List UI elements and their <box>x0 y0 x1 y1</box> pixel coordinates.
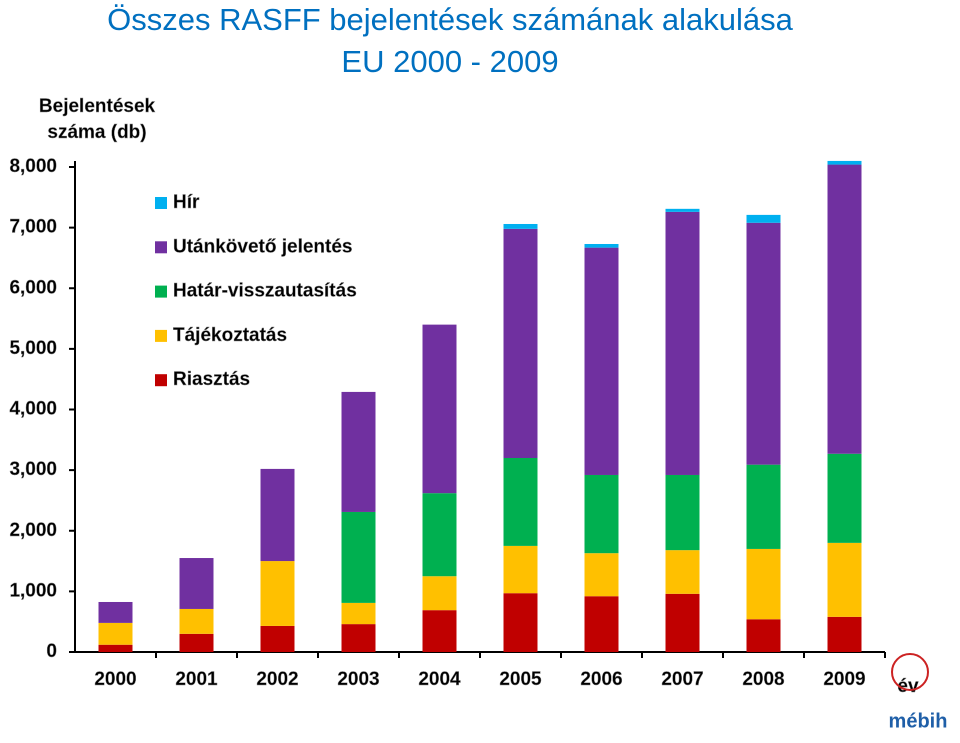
bar-segment <box>422 610 457 652</box>
bar-segment <box>827 542 862 617</box>
x-tick-label: 2003 <box>337 669 379 690</box>
y-axis-label: száma (db) <box>47 122 146 143</box>
x-axis-label: év <box>897 676 919 697</box>
bar-segment <box>584 247 619 475</box>
bar-segment <box>422 576 457 611</box>
bar-segment <box>260 561 295 626</box>
bar-segment <box>503 228 538 458</box>
bar-segment <box>98 644 133 652</box>
y-tick-label: 6,000 <box>9 277 57 298</box>
bar-segment <box>503 223 538 229</box>
bar-segment <box>665 208 700 212</box>
bar-segment <box>584 243 619 248</box>
bar-segment <box>179 608 214 634</box>
bar-segment <box>746 548 781 620</box>
y-tick-label: 0 <box>46 641 57 662</box>
x-tick-label: 2006 <box>580 669 622 690</box>
y-axis-label: Bejelentések <box>39 96 156 117</box>
x-tick-label: 2008 <box>742 669 784 690</box>
bar-segment <box>746 214 781 223</box>
bar-segment <box>665 211 700 475</box>
bar-segment <box>665 474 700 551</box>
bar-segment <box>260 468 295 562</box>
bar-segment <box>827 164 862 454</box>
legend-swatch <box>155 374 167 387</box>
chart-title: EU 2000 - 2009 <box>341 44 558 79</box>
bar-segment <box>827 453 862 543</box>
y-tick-label: 4,000 <box>9 399 57 420</box>
bar-segment <box>341 602 376 625</box>
y-tick-label: 1,000 <box>9 580 57 601</box>
bar-segment <box>503 545 538 594</box>
x-tick-label: 2005 <box>499 669 542 690</box>
bar-segment <box>422 493 457 577</box>
y-tick-label: 8,000 <box>9 156 57 177</box>
logo: mébih <box>889 710 948 732</box>
bar-segment <box>422 324 457 494</box>
legend-label: Hír <box>173 192 200 213</box>
bar-segment <box>179 633 214 652</box>
bar-segment <box>98 622 133 645</box>
bar-segment <box>746 464 781 549</box>
bar-segment <box>746 222 781 465</box>
bar-segment <box>746 619 781 652</box>
bar-segment <box>584 553 619 597</box>
legend-label: Riasztás <box>173 369 250 390</box>
chart-title: Összes RASFF bejelentések számának alaku… <box>107 2 794 37</box>
y-tick-label: 2,000 <box>9 520 57 541</box>
y-tick-label: 5,000 <box>9 338 57 359</box>
x-tick-label: 2007 <box>661 669 703 690</box>
legend-label: Utánkövető jelentés <box>173 236 353 257</box>
logo-mark <box>891 653 929 691</box>
x-tick-label: 2001 <box>175 669 218 690</box>
bar-segment <box>584 474 619 554</box>
bar-segment <box>341 391 376 512</box>
legend-swatch <box>155 285 167 298</box>
legend-swatch <box>155 329 167 342</box>
bar-segment <box>827 160 862 165</box>
y-tick-label: 7,000 <box>9 217 57 238</box>
legend-label: Tájékoztatás <box>173 325 287 346</box>
bar-segment <box>341 511 376 603</box>
bar-segment <box>503 593 538 652</box>
x-tick-label: 2002 <box>256 669 298 690</box>
bar-segment <box>665 550 700 594</box>
legend-label: Határ-visszautasítás <box>173 281 357 302</box>
x-tick-label: 2004 <box>418 669 461 690</box>
y-tick-label: 3,000 <box>9 459 57 480</box>
x-tick-label: 2000 <box>94 669 136 690</box>
bar-segment <box>827 616 862 652</box>
bar-segment <box>503 458 538 546</box>
bar-segment <box>341 624 376 652</box>
bar-segment <box>584 596 619 652</box>
bar-segment <box>665 593 700 652</box>
bar-segment <box>260 625 295 652</box>
bar-segment <box>179 558 214 609</box>
bar-segment <box>98 601 133 623</box>
legend-swatch <box>155 241 167 254</box>
legend-swatch <box>155 197 167 209</box>
x-tick-label: 2009 <box>823 669 865 690</box>
